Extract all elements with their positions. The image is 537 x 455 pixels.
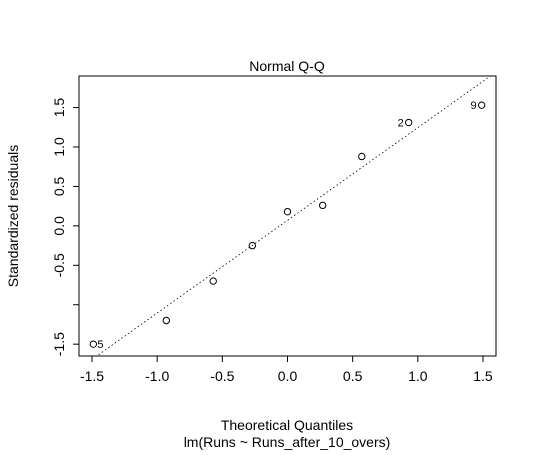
x-tick-label: -1.5 [80, 368, 104, 384]
qq-reference-line [96, 76, 492, 356]
data-point [283, 207, 292, 216]
plot-frame [78, 75, 497, 357]
data-point [318, 201, 327, 210]
y-tick-label: 1.0 [51, 137, 67, 157]
y-tick-label: -1.5 [51, 332, 67, 356]
point-label: 5 [97, 339, 103, 351]
y-tick-label: 0.0 [51, 216, 67, 236]
data-point [89, 340, 98, 348]
data-point [477, 101, 486, 109]
x-tick-label: 0.5 [343, 368, 363, 384]
x-axis-title: Theoretical Quantiles [221, 417, 353, 433]
point-label: 2 [398, 118, 404, 130]
y-tick-label: 1.5 [51, 98, 67, 118]
point-label: 9 [471, 100, 477, 112]
plot-area: 5 2 9 [89, 76, 492, 356]
y-axis-title: Standardized residuals [5, 145, 21, 287]
data-point [404, 118, 413, 127]
data-point [162, 316, 171, 325]
data-point [209, 277, 217, 285]
data-point [358, 152, 366, 161]
x-tick-label: 0.0 [278, 368, 298, 384]
x-tick-label: -0.5 [210, 368, 234, 384]
y-tick-label: 0.5 [51, 176, 67, 196]
x-axis: -1.5 -1.0 -0.5 0.0 0.5 1.0 1.5 [80, 355, 493, 384]
y-tick-label: -0.5 [51, 253, 67, 277]
x-tick-label: -1.0 [145, 368, 169, 384]
x-tick-label: 1.0 [408, 368, 428, 384]
y-axis: -1.5 -0.5 0.0 0.5 1.0 1.5 [51, 98, 80, 356]
chart-title: Normal Q-Q [249, 58, 325, 74]
model-subtitle: lm(Runs ~ Runs_after_10_overs) [184, 434, 391, 450]
data-point [248, 241, 257, 250]
x-tick-label: 1.5 [473, 368, 493, 384]
